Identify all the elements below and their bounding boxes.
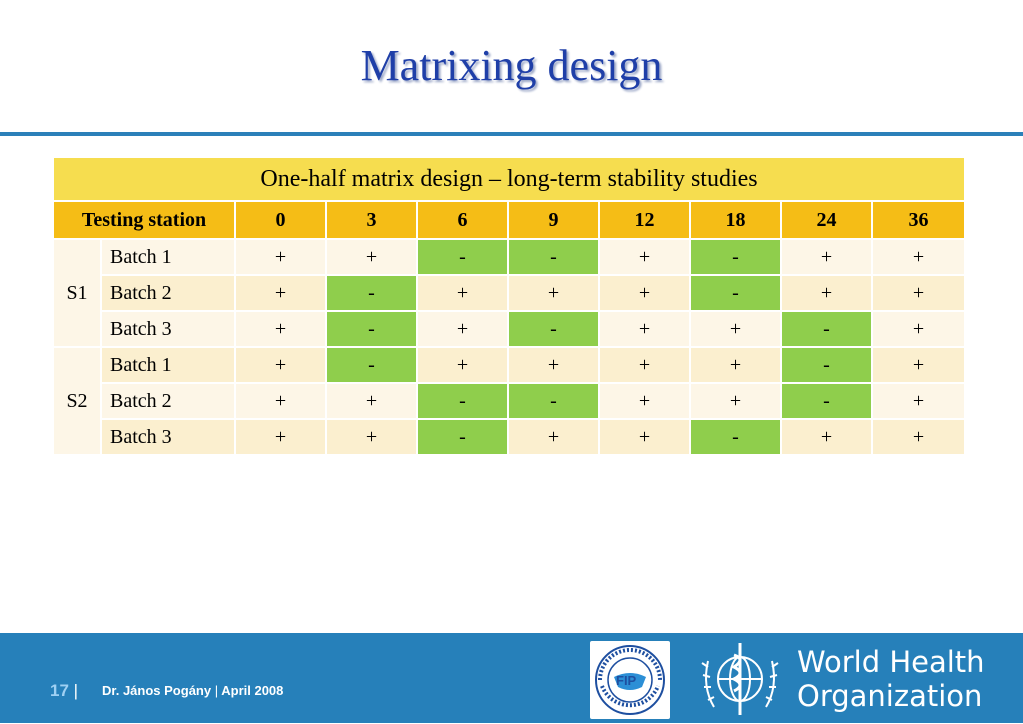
result-cell: + [507, 274, 600, 312]
result-cell: + [416, 346, 509, 384]
batch-cell: Batch 2 [100, 382, 236, 420]
table-caption: One-half matrix design – long-term stabi… [51, 156, 967, 202]
result-cell: - [507, 310, 600, 348]
result-cell: + [234, 310, 327, 348]
result-cell: + [598, 382, 691, 420]
page-number-block: 17 | [50, 681, 78, 701]
result-cell: + [870, 346, 967, 384]
result-cell: + [780, 418, 873, 456]
title-divider [0, 132, 1023, 136]
result-cell: + [870, 310, 967, 348]
batch-cell: Batch 3 [100, 418, 236, 456]
author-date: Dr. János Pogány | April 2008 [102, 683, 283, 698]
result-cell: + [234, 418, 327, 456]
header-month: 6 [416, 200, 509, 240]
presentation-date: April 2008 [221, 683, 284, 698]
result-cell: - [325, 274, 418, 312]
result-cell: + [689, 346, 782, 384]
result-cell: - [416, 238, 509, 276]
table-header-row: Testing station 0 3 6 9 12 18 24 36 [52, 200, 967, 240]
result-cell: - [689, 238, 782, 276]
result-cell: + [870, 274, 967, 312]
result-cell: + [870, 238, 967, 276]
separator: | [73, 681, 79, 700]
result-cell: - [780, 346, 873, 384]
result-cell: + [598, 274, 691, 312]
station-cell: S1 [52, 238, 102, 348]
result-cell: - [416, 382, 509, 420]
result-cell: - [416, 418, 509, 456]
table-body: S1 Batch 1 + + - - + - + + Batch 2 + - + + + - + + Batch 3 +… [52, 238, 967, 456]
page-number: 17 [50, 681, 69, 700]
header-month: 0 [234, 200, 327, 240]
who-emblem-icon [701, 643, 779, 715]
header-month: 3 [325, 200, 418, 240]
result-cell: + [234, 346, 327, 384]
table-row: Batch 2 + - + + + - + + [53, 274, 967, 312]
result-cell: + [325, 382, 418, 420]
result-cell: + [416, 310, 509, 348]
footer-bar: 17 | Dr. János Pogány | April 2008 FIP [0, 633, 1023, 723]
header-month: 36 [870, 200, 967, 240]
result-cell: + [598, 418, 691, 456]
result-cell: + [598, 346, 691, 384]
result-cell: + [507, 418, 600, 456]
result-cell: - [325, 346, 418, 384]
result-cell: - [689, 418, 782, 456]
author-name: Dr. János Pogány [102, 683, 212, 698]
who-emblem [694, 637, 786, 719]
result-cell: - [689, 274, 782, 312]
result-cell: + [689, 382, 782, 420]
table-row: Batch 3 + + - + + - + + [53, 418, 967, 456]
result-cell: + [598, 238, 691, 276]
result-cell: + [870, 418, 967, 456]
result-cell: - [507, 238, 600, 276]
table-row: S1 Batch 1 + + - - + - + + [52, 238, 967, 348]
result-cell: + [507, 346, 600, 384]
stability-table-container: One-half matrix design – long-term stabi… [51, 156, 967, 456]
who-line1: World Health [797, 645, 985, 679]
result-cell: + [870, 382, 967, 420]
batch-cell: Batch 3 [100, 310, 236, 348]
result-cell: + [325, 418, 418, 456]
header-month: 18 [689, 200, 782, 240]
result-cell: + [780, 238, 873, 276]
result-cell: - [507, 382, 600, 420]
table-row: Batch 2 + + - - + + - + [53, 382, 967, 420]
header-testing-station: Testing station [52, 200, 236, 240]
stability-table: One-half matrix design – long-term stabi… [51, 156, 967, 456]
result-cell: + [325, 238, 418, 276]
result-cell: + [234, 382, 327, 420]
header-month: 9 [507, 200, 600, 240]
separator: | [214, 683, 219, 698]
station-cell: S2 [52, 346, 102, 456]
fip-logo-text: FIP [616, 673, 637, 688]
result-cell: + [416, 274, 509, 312]
result-cell: - [325, 310, 418, 348]
result-cell: + [234, 274, 327, 312]
batch-cell: Batch 1 [100, 346, 236, 384]
header-month: 12 [598, 200, 691, 240]
result-cell: - [780, 310, 873, 348]
who-line2: Organization [797, 679, 983, 713]
slide-title: Matrixing design [360, 41, 663, 90]
fip-logo: FIP [590, 641, 670, 719]
table-row: S2 Batch 1 + - + + + + - + [52, 346, 967, 456]
result-cell: + [234, 238, 327, 276]
result-cell: + [689, 310, 782, 348]
result-cell: + [780, 274, 873, 312]
result-cell: + [598, 310, 691, 348]
table-row: Batch 3 + - + - + + - + [53, 310, 967, 348]
batch-cell: Batch 2 [100, 274, 236, 312]
result-cell: - [780, 382, 873, 420]
header-month: 24 [780, 200, 873, 240]
fip-seal-icon: FIP [595, 645, 665, 715]
batch-cell: Batch 1 [100, 238, 236, 276]
who-wordmark: World Health Organization [797, 645, 985, 713]
